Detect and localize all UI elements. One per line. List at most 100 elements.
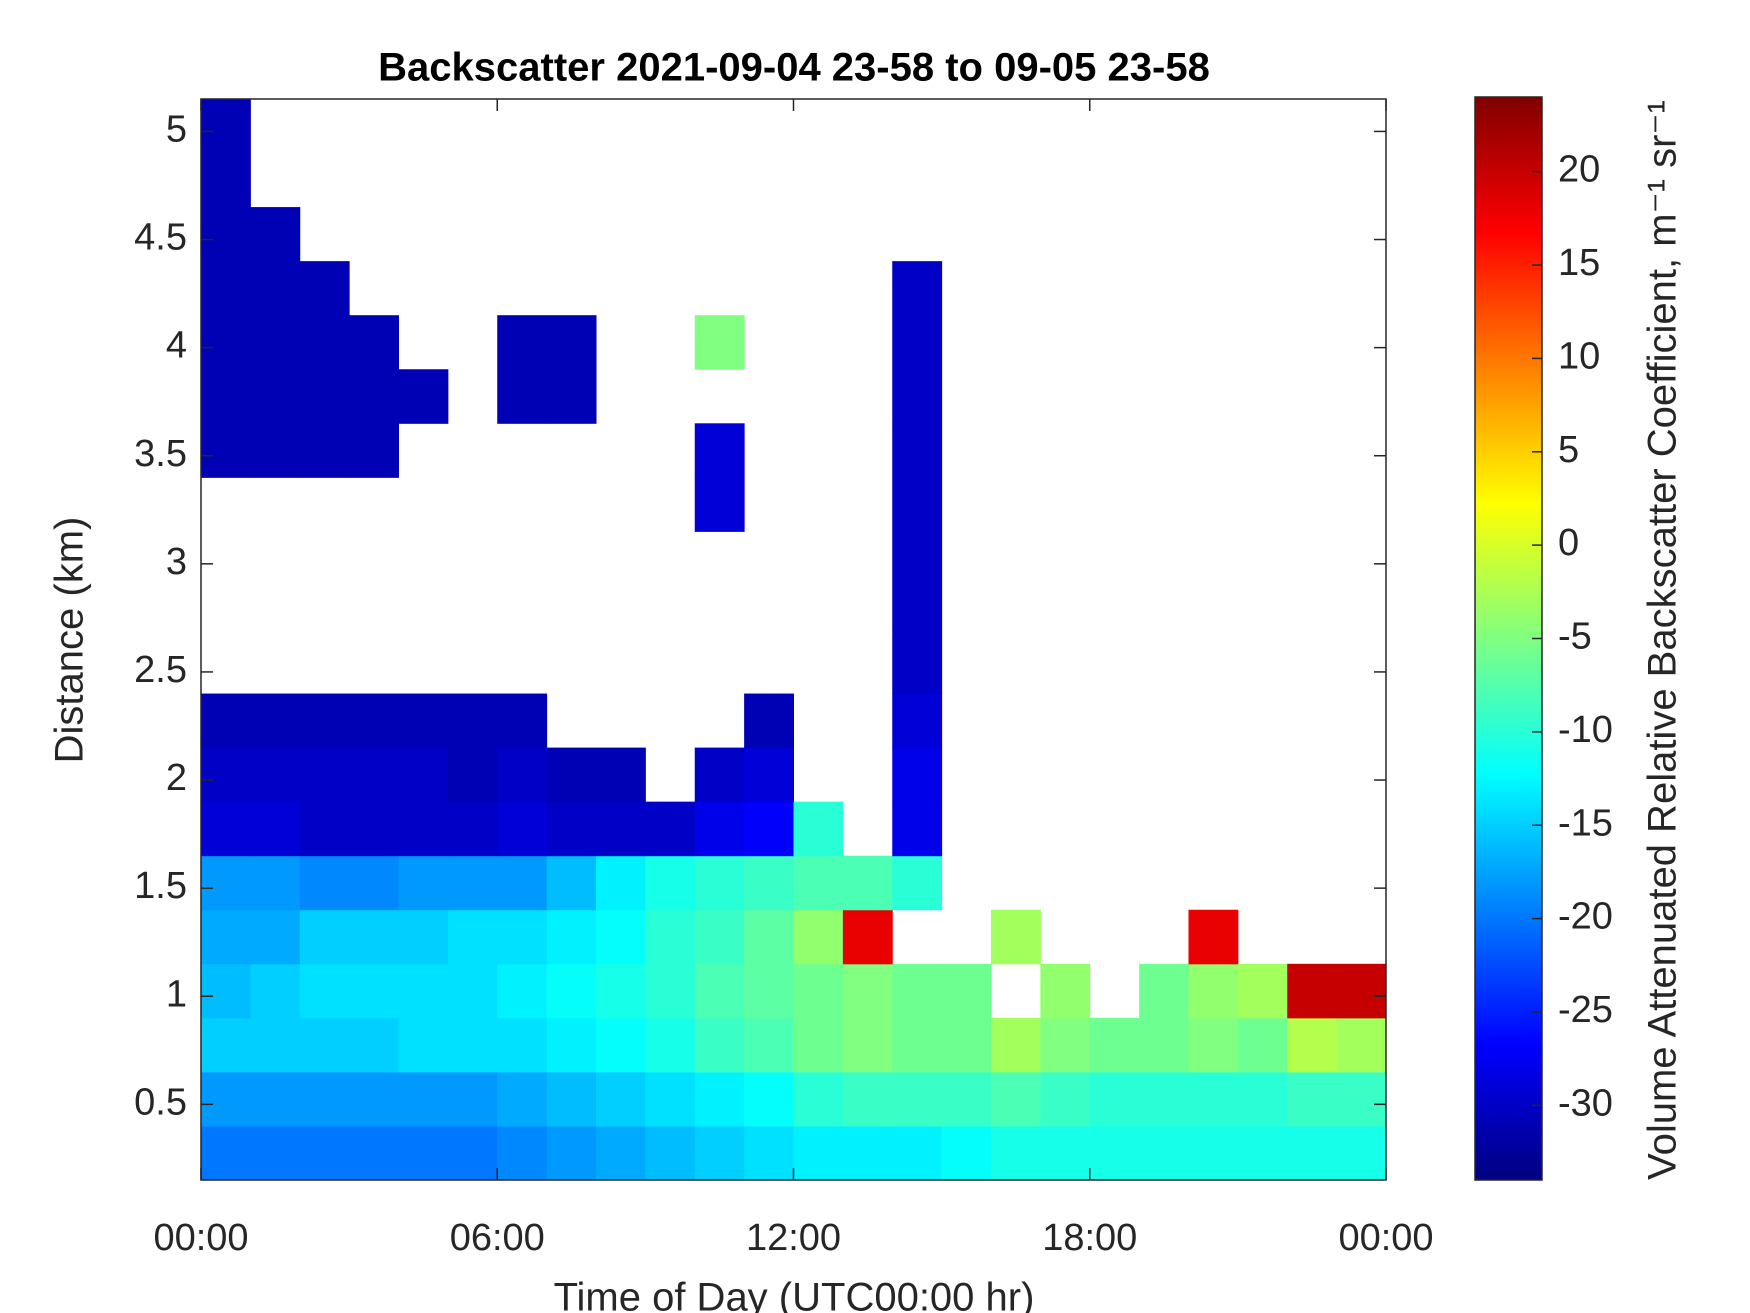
heatmap-cell bbox=[1139, 1125, 1189, 1181]
heatmap-cell bbox=[398, 1071, 449, 1127]
heatmap-cell bbox=[497, 1071, 548, 1127]
heatmap-cell bbox=[793, 909, 844, 965]
heatmap-cell bbox=[1336, 963, 1387, 1019]
heatmap-cell bbox=[546, 801, 597, 857]
heatmap-cell bbox=[694, 1017, 745, 1073]
heatmap-cell bbox=[201, 261, 251, 316]
heatmap-cell bbox=[744, 963, 794, 1019]
heatmap-cell bbox=[398, 747, 449, 803]
heatmap-cell bbox=[793, 1125, 844, 1181]
heatmap-cell bbox=[694, 909, 745, 965]
colorbar bbox=[1474, 96, 1543, 1181]
heatmap-cell bbox=[447, 1017, 498, 1073]
heatmap-cell bbox=[201, 963, 251, 1019]
x-tick-label: 00:00 bbox=[153, 1217, 248, 1259]
heatmap-cell bbox=[349, 369, 399, 424]
heatmap-cell bbox=[694, 747, 745, 803]
heatmap-cell bbox=[299, 1017, 350, 1073]
heatmap-cell bbox=[1040, 963, 1091, 1019]
heatmap-cell bbox=[201, 153, 251, 208]
heatmap-cell bbox=[546, 1017, 597, 1073]
heatmap-cell bbox=[892, 261, 943, 316]
heatmap-cell bbox=[892, 693, 943, 749]
heatmap-cell bbox=[892, 801, 943, 857]
heatmap-cell bbox=[596, 855, 646, 911]
heatmap-cell bbox=[596, 1017, 646, 1073]
heatmap-cell bbox=[299, 693, 350, 749]
heatmap-cell bbox=[991, 909, 1041, 965]
y-tick-label: 4.5 bbox=[134, 217, 187, 259]
heatmap-cell bbox=[1188, 963, 1239, 1019]
heatmap-cell bbox=[447, 1125, 498, 1181]
heatmap-cell bbox=[744, 801, 794, 857]
heatmap-cell bbox=[497, 747, 548, 803]
heatmap-cell bbox=[842, 1017, 893, 1073]
heatmap-cell bbox=[892, 963, 943, 1019]
heatmap-cell bbox=[1089, 1125, 1140, 1181]
heatmap-cell bbox=[694, 963, 745, 1019]
heatmap-cell bbox=[497, 855, 548, 911]
heatmap-cell bbox=[793, 1017, 844, 1073]
y-tick-label: 1 bbox=[166, 973, 187, 1015]
heatmap-cell bbox=[1188, 1125, 1239, 1181]
x-tick-label: 12:00 bbox=[746, 1217, 841, 1259]
heatmap bbox=[201, 99, 1387, 1181]
colorbar-tick-label: 5 bbox=[1558, 429, 1579, 471]
heatmap-cell bbox=[1237, 1017, 1288, 1073]
heatmap-cell bbox=[201, 99, 251, 154]
colorbar-tick-label: -25 bbox=[1558, 989, 1613, 1031]
heatmap-cell bbox=[349, 1125, 399, 1181]
heatmap-cell bbox=[201, 855, 251, 911]
heatmap-cell bbox=[250, 369, 301, 424]
heatmap-cell bbox=[596, 801, 646, 857]
heatmap-cell bbox=[250, 693, 301, 749]
heatmap-cell bbox=[349, 1017, 399, 1073]
heatmap-cell bbox=[497, 801, 548, 857]
heatmap-cell bbox=[596, 1125, 646, 1181]
heatmap-cell bbox=[645, 909, 696, 965]
heatmap-cell bbox=[645, 801, 696, 857]
heatmap-cell bbox=[793, 963, 844, 1019]
heatmap-cell bbox=[250, 261, 301, 316]
colorbar-tick-label: 0 bbox=[1558, 522, 1579, 564]
heatmap-cell bbox=[1089, 1017, 1140, 1073]
heatmap-cell bbox=[398, 369, 449, 424]
heatmap-cell bbox=[250, 1125, 301, 1181]
heatmap-cell bbox=[250, 207, 301, 262]
heatmap-cell bbox=[694, 1071, 745, 1127]
heatmap-cell bbox=[201, 207, 251, 262]
heatmap-cell bbox=[694, 477, 745, 532]
heatmap-cell bbox=[596, 747, 646, 803]
heatmap-cell bbox=[645, 855, 696, 911]
heatmap-cell bbox=[1237, 1071, 1288, 1127]
x-tick-label: 00:00 bbox=[1338, 1217, 1433, 1259]
heatmap-cell bbox=[349, 855, 399, 911]
heatmap-cell bbox=[1287, 1125, 1338, 1181]
heatmap-cell bbox=[892, 423, 943, 478]
heatmap-cell bbox=[201, 1071, 251, 1127]
heatmap-cell bbox=[447, 909, 498, 965]
heatmap-cell bbox=[201, 369, 251, 424]
heatmap-cell bbox=[842, 855, 893, 911]
heatmap-cell bbox=[201, 423, 251, 478]
heatmap-cell bbox=[1336, 1017, 1387, 1073]
colorbar-tick-label: -20 bbox=[1558, 896, 1613, 938]
heatmap-cell bbox=[201, 315, 251, 370]
heatmap-cell bbox=[892, 1125, 943, 1181]
colorbar-tick-label: -5 bbox=[1558, 616, 1592, 658]
heatmap-cell bbox=[398, 963, 449, 1019]
heatmap-cell bbox=[842, 963, 893, 1019]
heatmap-cell bbox=[1139, 1017, 1189, 1073]
heatmap-cell bbox=[1237, 963, 1288, 1019]
heatmap-cell bbox=[398, 855, 449, 911]
colorbar-tick-label: 10 bbox=[1558, 335, 1600, 377]
heatmap-cell bbox=[596, 1071, 646, 1127]
heatmap-cell bbox=[447, 963, 498, 1019]
heatmap-cell bbox=[250, 1071, 301, 1127]
heatmap-cell bbox=[596, 963, 646, 1019]
heatmap-cell bbox=[941, 1071, 992, 1127]
colorbar-label: Volume Attenuated Relative Backscatter C… bbox=[1641, 100, 1685, 1180]
heatmap-cell bbox=[1188, 909, 1239, 965]
y-tick-label: 2 bbox=[166, 757, 187, 799]
